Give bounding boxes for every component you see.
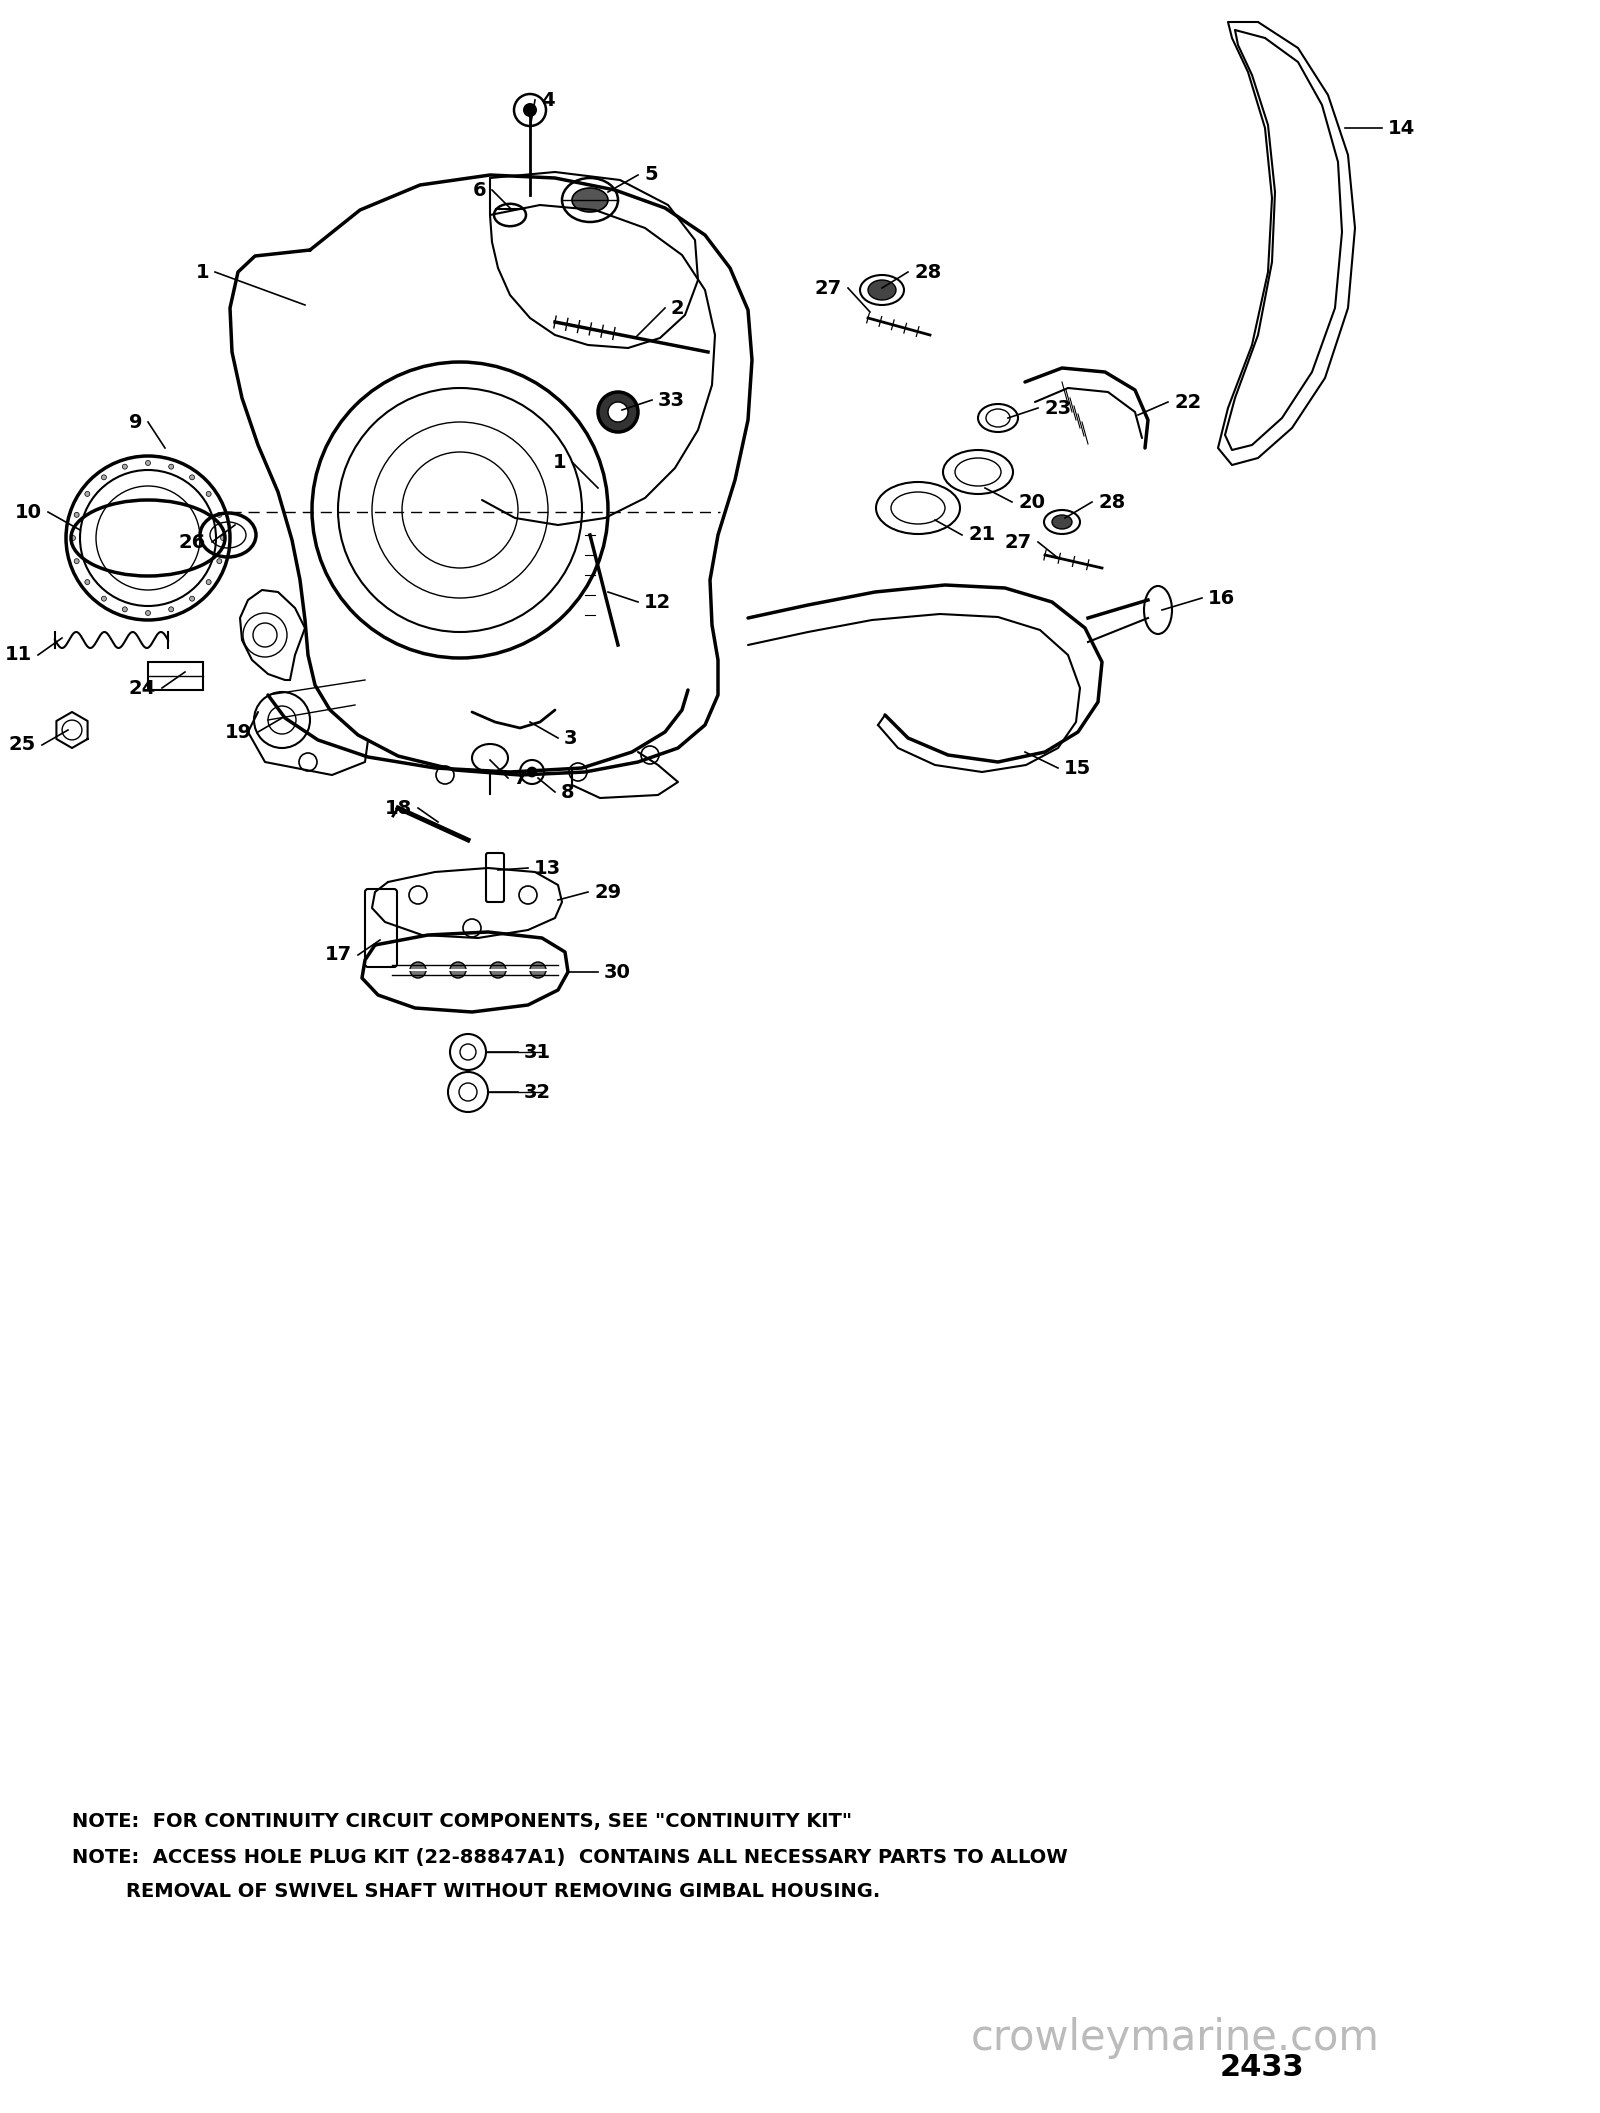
Text: 21: 21 [968,526,995,545]
Circle shape [85,492,90,497]
Circle shape [206,579,211,585]
Text: 2: 2 [670,298,685,317]
Text: 15: 15 [1064,759,1091,778]
FancyBboxPatch shape [147,661,203,691]
Text: 31: 31 [525,1042,550,1061]
Text: 27: 27 [1005,532,1032,551]
Text: crowleymarine.com: crowleymarine.com [971,2018,1379,2058]
Circle shape [490,961,506,978]
Text: 23: 23 [1043,399,1070,418]
Ellipse shape [867,281,896,300]
Text: 1: 1 [552,452,566,471]
Text: 24: 24 [128,678,157,697]
Text: NOTE:  FOR CONTINUITY CIRCUIT COMPONENTS, SEE "CONTINUITY KIT": NOTE: FOR CONTINUITY CIRCUIT COMPONENTS,… [72,1813,853,1832]
Circle shape [146,611,150,615]
Circle shape [526,767,538,778]
Text: 2433: 2433 [1219,2054,1304,2083]
Ellipse shape [573,188,608,211]
Circle shape [101,596,107,602]
Circle shape [101,475,107,480]
Text: 30: 30 [605,964,630,983]
Circle shape [74,511,78,518]
Text: 17: 17 [325,945,352,964]
Circle shape [598,393,638,431]
Ellipse shape [1053,516,1072,528]
Circle shape [122,465,128,469]
Circle shape [168,606,174,613]
Text: 3: 3 [563,729,578,748]
Circle shape [74,558,78,564]
Ellipse shape [1144,585,1171,634]
Text: 28: 28 [914,262,941,281]
Text: 18: 18 [384,799,413,818]
Text: 1: 1 [195,262,210,281]
Circle shape [85,579,90,585]
Text: 16: 16 [1208,590,1235,609]
Text: 11: 11 [5,644,32,663]
Ellipse shape [494,203,526,226]
Circle shape [146,461,150,465]
Text: 28: 28 [1098,492,1125,511]
Text: 7: 7 [514,769,528,788]
Text: NOTE:  ACCESS HOLE PLUG KIT (22-88847A1)  CONTAINS ALL NECESSARY PARTS TO ALLOW: NOTE: ACCESS HOLE PLUG KIT (22-88847A1) … [72,1849,1067,1868]
Text: 8: 8 [562,782,574,801]
Circle shape [70,535,75,541]
Text: 13: 13 [534,858,562,877]
Text: 10: 10 [14,503,42,522]
Text: 22: 22 [1174,393,1202,412]
Text: 9: 9 [128,412,142,431]
Text: 12: 12 [643,592,672,611]
Text: 29: 29 [594,883,621,902]
Text: 4: 4 [541,91,555,110]
Circle shape [218,558,222,564]
Circle shape [221,535,226,541]
Text: 32: 32 [525,1082,550,1101]
Circle shape [122,606,128,613]
Text: 27: 27 [814,279,842,298]
Circle shape [450,961,466,978]
FancyBboxPatch shape [486,854,504,902]
Circle shape [206,492,211,497]
Circle shape [530,961,546,978]
FancyBboxPatch shape [365,890,397,968]
Circle shape [189,475,195,480]
Circle shape [189,596,195,602]
Text: 6: 6 [472,180,486,199]
Text: 25: 25 [8,735,35,754]
Text: REMOVAL OF SWIVEL SHAFT WITHOUT REMOVING GIMBAL HOUSING.: REMOVAL OF SWIVEL SHAFT WITHOUT REMOVING… [72,1883,880,1902]
Circle shape [608,401,627,423]
Text: 14: 14 [1389,118,1416,137]
Circle shape [410,961,426,978]
Text: 5: 5 [643,165,658,184]
Circle shape [62,721,82,740]
Text: 19: 19 [226,723,253,742]
Circle shape [218,511,222,518]
Text: 26: 26 [179,532,206,551]
Text: 33: 33 [658,391,685,410]
Circle shape [523,104,538,116]
Circle shape [168,465,174,469]
Text: 20: 20 [1018,492,1045,511]
